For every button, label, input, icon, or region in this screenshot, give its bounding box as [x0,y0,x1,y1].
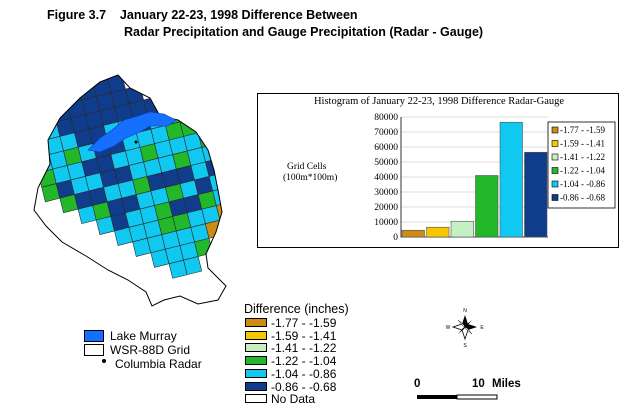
hist-ytick-label: 0 [393,233,398,243]
grid-cell [227,184,245,202]
grid-cell [176,103,195,123]
grid-cell [212,187,226,206]
lake-murray-swatch [84,330,104,342]
grid-cell [235,213,253,231]
grid-cell [216,139,226,159]
histogram-title: Histogram of January 22-23, 1998 Differe… [313,96,565,107]
grid-cells [34,75,253,279]
difference-legend-label: -0.86 - -0.68 [271,379,337,394]
compass-rose-icon: N S E W [446,308,485,349]
compass-s: S [463,343,467,349]
difference-legend-swatch [245,356,267,366]
grid-cell [231,198,249,216]
county-boundary [33,74,227,307]
grid-cell [194,114,214,134]
hist-legend-swatch [551,194,559,201]
grid-swatch [84,344,104,356]
hist-legend-label: -1.59 - -1.41 [560,139,605,149]
compass-n: N [463,308,467,314]
figure-title-line2: Radar Precipitation and Gauge Precipitat… [124,25,484,39]
hist-ytick-label: 30000 [374,188,398,198]
hist-ytick-label: 20000 [374,203,398,213]
lake-murray-shape [87,111,177,153]
hist-legend-swatch [551,167,559,174]
hist-bar [426,226,450,238]
difference-legend-swatch [245,330,267,340]
hist-bar [450,220,474,238]
grid-cell [219,216,226,236]
hist-bar [401,229,425,238]
hist-legend-swatch [551,180,559,188]
grid-cell [194,237,214,257]
difference-legend-title: Difference (inches) [244,302,349,316]
hist-legend-box [547,121,616,209]
difference-legend-swatch [245,318,267,327]
difference-legend-label: No Data [271,392,316,407]
hist-ytick-label: 10000 [374,218,398,228]
scale-bar [417,394,498,400]
grid-cell [212,125,226,145]
scale-start: 0 [414,378,421,390]
hist-legend-label: -1.22 - -1.04 [560,166,605,176]
grid-cell [219,154,226,174]
grid-cell [215,201,226,221]
columbia-radar-point [134,140,138,144]
hist-legend-label: -1.77 - -1.59 [560,125,605,135]
radar-dot-icon [102,359,106,363]
grid-cell [143,96,163,115]
grid-cell [223,168,226,188]
difference-legend-swatch [245,394,267,404]
hist-ylabel-line2: (100m*100m) [283,172,337,183]
hist-ytick-label: 40000 [374,173,398,183]
difference-legend-swatch [245,368,267,378]
hist-ytick-label: 80000 [374,113,398,123]
radar-label: Columbia Radar [115,357,202,371]
hist-ytick-label: 60000 [374,143,398,153]
figure-title-line1: Figure 3.7 January 22-23, 1998 Differenc… [47,8,358,22]
difference-legend-swatch [245,381,267,391]
hist-ytick-label: 50000 [374,158,398,168]
hist-legend-swatch [551,126,559,134]
scale-units: Miles [492,378,521,390]
difference-legend-label: -1.41 - -1.22 [271,341,337,356]
hist-legend-swatch [551,140,559,147]
difference-legend-label: -1.59 - -1.41 [271,328,337,343]
hist-bar [475,175,499,238]
hist-bar [499,121,523,238]
difference-legend-label: -1.77 - -1.59 [271,316,337,330]
grid-cell [157,92,177,112]
grid-cell [183,256,203,276]
histogram-panel: 0 10000 20000 30000 40000 50000 60000 70000 8000… [257,93,619,248]
hist-legend-swatch [551,153,559,161]
hist-bar [524,151,548,238]
hist-legend-label: -1.04 - -0.86 [560,179,605,189]
histogram-chart: 0 10000 20000 30000 40000 50000 60000 70000 8000… [283,113,616,243]
difference-legend-label: -1.22 - -1.04 [271,354,337,369]
hist-ytick-label: 70000 [374,128,398,138]
lake-murray-label: Lake Murray [110,329,177,343]
difference-legend-swatch [245,343,267,353]
grid-label: WSR-88D Grid [110,343,191,357]
grid-cell [197,128,217,148]
hist-ylabel-line1: Grid Cells [287,162,327,172]
scale-end: 10 [472,378,485,390]
hist-legend-label: -1.41 - -1.22 [560,152,605,162]
compass-w: W [446,325,451,331]
difference-legend-label: -1.04 - -0.86 [271,366,337,381]
compass-e: E [480,325,484,331]
hist-legend-label: -0.86 - -0.68 [560,193,605,203]
